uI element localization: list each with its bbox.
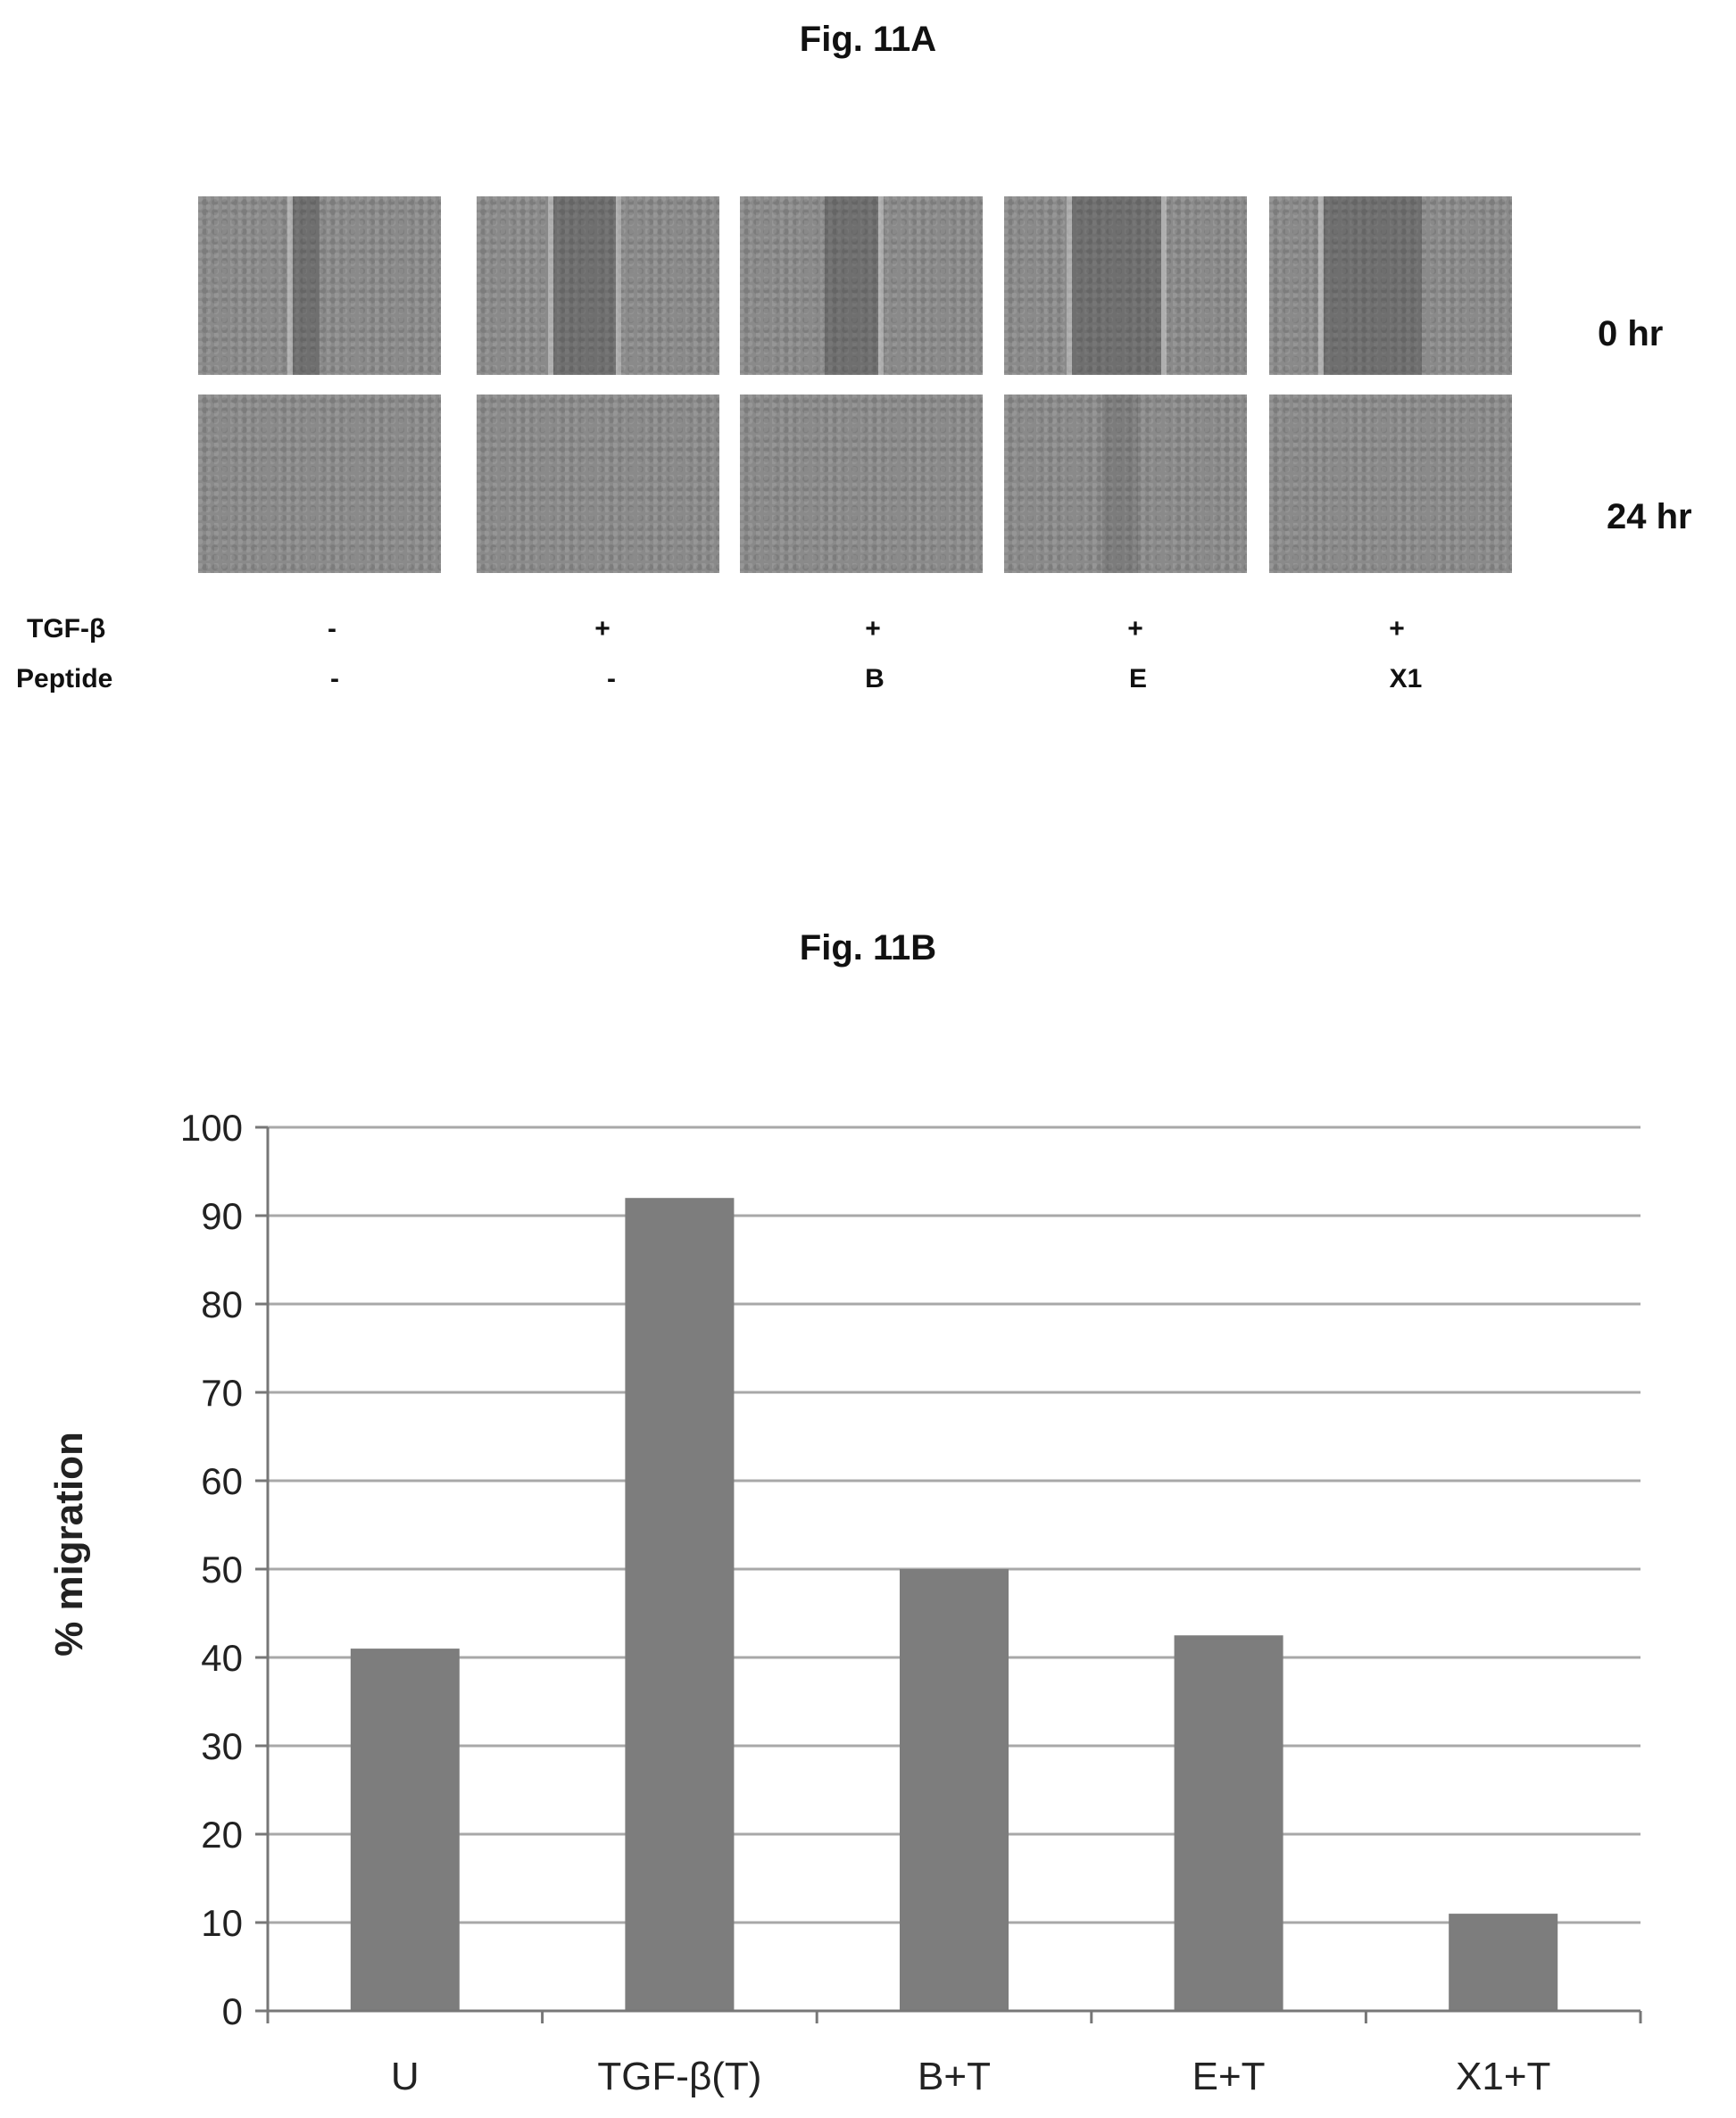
y-tick-label: 50 [201,1549,243,1591]
micrograph-24hr-3 [740,395,983,573]
bar [350,1649,460,2011]
y-tick-label: 0 [222,1990,243,2032]
y-tick-label: 20 [201,1814,243,1856]
bar [1449,1914,1558,2011]
peptide-value: E [1128,664,1147,694]
tgf-value: + [1127,614,1143,644]
micrograph-0hr-4 [1004,196,1247,375]
micrograph-24hr-1 [198,395,441,573]
bar-chart: 0 10 20 30 40 50 60 70 80 90 100 U TGF-β(T) B+T E+T X1+… [47,1107,1642,2098]
y-tick-label: 100 [180,1107,243,1149]
y-tick-label: 70 [201,1372,243,1414]
micrograph-0hr-1 [198,196,441,375]
y-tick-label: 80 [201,1283,243,1325]
peptide-value: B [865,664,885,694]
peptide-value: - [330,664,339,694]
peptide-value: - [607,664,616,694]
row-label-24hr: 24 hr [1607,497,1692,536]
y-tick-label: 30 [201,1725,243,1767]
condition-label-tgf: TGF-β [27,614,106,644]
micrograph-0hr-3 [740,196,983,375]
micrograph-24hr-4 [1004,395,1247,573]
bar [625,1198,735,2011]
figure-a-title: Fig. 11A [799,20,937,59]
tgf-value: + [1389,614,1405,644]
x-tick-label: B+T [918,2055,991,2098]
y-tick-label: 10 [201,1902,243,1944]
row-label-0hr: 0 hr [1598,314,1664,353]
y-tick-label: 90 [201,1195,243,1237]
tgf-value: + [865,614,881,644]
micrograph-24hr-5 [1269,395,1512,573]
bar [900,1569,1009,2011]
figure-b-title: Fig. 11B [799,928,937,968]
condition-label-peptide: Peptide [16,664,113,694]
y-axis-label: % migration [47,1432,91,1657]
tgf-value: - [328,614,336,644]
micrograph-0hr-5 [1269,196,1512,375]
bar [1174,1635,1283,2011]
micrograph-24hr-2 [477,395,719,573]
micrograph-0hr-2 [477,196,719,375]
peptide-value: X1 [1389,664,1423,694]
x-tick-label: TGF-β(T) [597,2055,761,2098]
y-tick-label: 60 [201,1460,243,1502]
tgf-value: + [594,614,611,644]
x-tick-label: U [391,2055,419,2098]
x-tick-label: X1+T [1456,2055,1550,2098]
y-tick-label: 40 [201,1637,243,1679]
x-tick-label: E+T [1192,2055,1266,2098]
